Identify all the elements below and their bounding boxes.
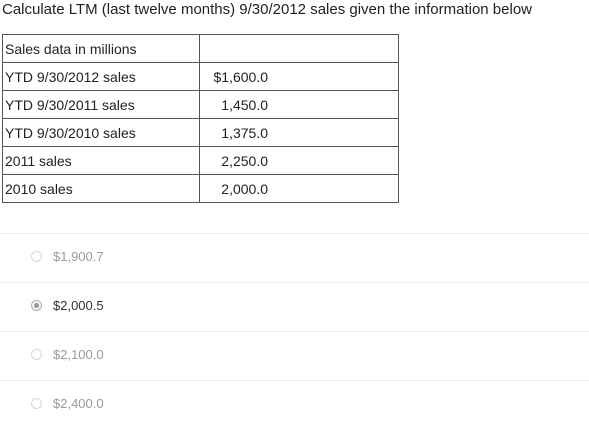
answer-option-label[interactable]: $2,400.0: [53, 396, 104, 411]
answer-option-label[interactable]: $2,000.5: [53, 298, 104, 313]
sales-data-table: Sales data in millions YTD 9/30/2012 sal…: [2, 34, 399, 203]
radio-button[interactable]: [31, 398, 42, 409]
answer-options: $1,900.7 $2,000.5 $2,100.0 $2,400.0: [0, 233, 589, 429]
row-label: 2011 sales: [2, 146, 200, 175]
table-row: YTD 9/30/2011 sales 1,450.0: [2, 90, 399, 119]
answer-option[interactable]: $2,400.0: [0, 380, 589, 429]
row-value: 2,250.0: [199, 146, 399, 175]
row-label: YTD 9/30/2010 sales: [2, 118, 200, 147]
radio-button-checked[interactable]: [31, 300, 42, 311]
radio-button[interactable]: [31, 349, 42, 360]
table-header-value: [199, 34, 399, 63]
radio-button[interactable]: [31, 251, 42, 262]
table-row: 2010 sales 2,000.0: [2, 174, 399, 203]
answer-option[interactable]: $2,100.0: [0, 331, 589, 380]
table-header-row: Sales data in millions: [2, 34, 399, 63]
row-value: 1,375.0: [199, 118, 399, 147]
answer-option-label[interactable]: $2,100.0: [53, 347, 104, 362]
table-header-label: Sales data in millions: [2, 34, 200, 63]
row-label: YTD 9/30/2012 sales: [2, 62, 200, 91]
answer-option[interactable]: $2,000.5: [0, 282, 589, 331]
table-row: YTD 9/30/2010 sales 1,375.0: [2, 118, 399, 147]
row-value: 2,000.0: [199, 174, 399, 203]
row-label: YTD 9/30/2011 sales: [2, 90, 200, 119]
question-text: Calculate LTM (last twelve months) 9/30/…: [2, 1, 532, 18]
answer-option[interactable]: $1,900.7: [0, 233, 589, 282]
table-row: 2011 sales 2,250.0: [2, 146, 399, 175]
row-label: 2010 sales: [2, 174, 200, 203]
row-value: $1,600.0: [199, 62, 399, 91]
row-value: 1,450.0: [199, 90, 399, 119]
table-row: YTD 9/30/2012 sales $1,600.0: [2, 62, 399, 91]
answer-option-label[interactable]: $1,900.7: [53, 249, 104, 264]
